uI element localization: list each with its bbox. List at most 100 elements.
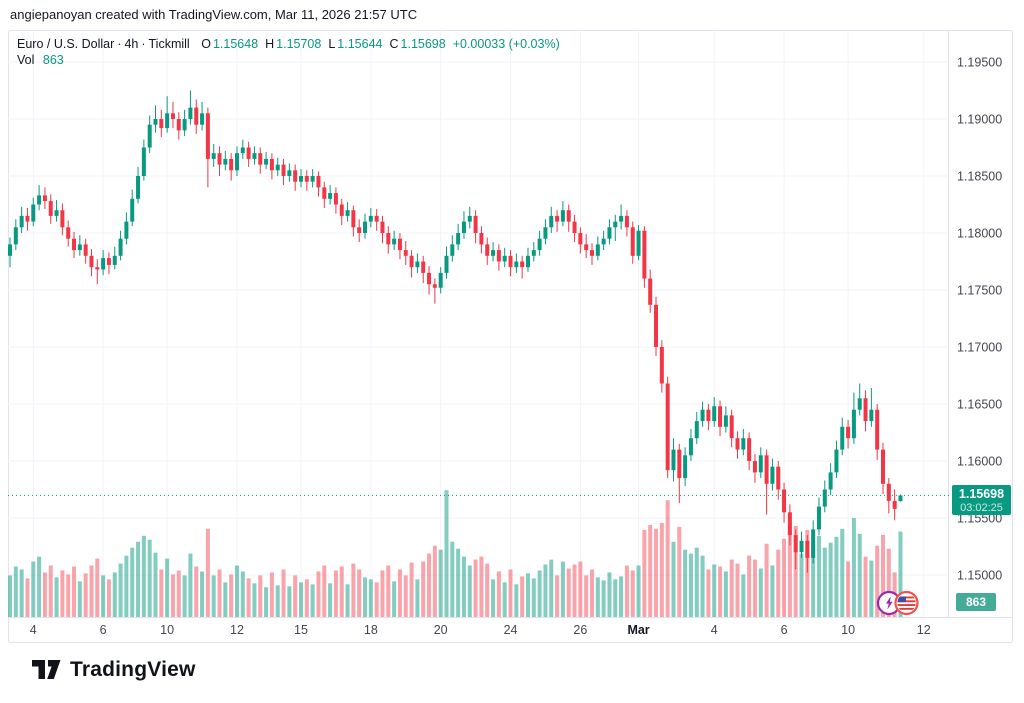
candle — [654, 296, 659, 357]
volume-bar — [438, 549, 443, 617]
volume-bar — [182, 575, 187, 617]
candle — [159, 109, 164, 138]
volume-bar — [811, 541, 816, 617]
volume-bar — [555, 575, 560, 617]
volume-bar — [578, 561, 583, 617]
volume-bar — [747, 555, 752, 617]
volume-bar — [165, 558, 170, 617]
candle — [747, 432, 752, 471]
volume-bar — [758, 568, 763, 617]
candle — [636, 225, 641, 261]
volume-bar — [898, 531, 903, 617]
volume-bar — [77, 581, 82, 617]
volume-bar — [473, 559, 478, 617]
candle — [630, 221, 635, 264]
candle — [438, 267, 443, 294]
volume-bar — [793, 525, 798, 617]
interval-label[interactable]: 4h — [124, 37, 139, 51]
price-axis-label: 1.16500 — [957, 398, 1002, 412]
volume-bar — [770, 565, 775, 617]
candle — [735, 431, 740, 459]
candle — [415, 253, 420, 273]
us-flag-event-icon[interactable] — [894, 590, 919, 616]
candle — [566, 204, 571, 232]
volume-bar — [252, 583, 257, 617]
volume-bar — [735, 563, 740, 617]
volume-bar — [723, 571, 728, 617]
candle — [659, 340, 664, 393]
volume-bar — [421, 561, 426, 617]
candle — [136, 166, 141, 204]
candle — [299, 169, 303, 188]
volume-bar — [712, 564, 717, 617]
volume-bar — [240, 571, 245, 617]
volume-bar — [863, 556, 868, 617]
volume-bar — [752, 559, 757, 617]
time-axis-label: 4 — [30, 623, 37, 637]
candle — [718, 400, 723, 436]
change-value: +0.00033 (+0.03%) — [452, 37, 560, 51]
candle — [293, 164, 298, 191]
candle — [892, 489, 897, 521]
candle — [706, 404, 711, 431]
candle — [281, 158, 286, 186]
volume-bar — [630, 570, 635, 617]
volume-bar — [363, 577, 368, 617]
volume-bar — [560, 561, 565, 617]
volume-bar — [217, 569, 222, 617]
volume-bar — [846, 561, 851, 617]
volume-bar — [619, 576, 624, 617]
ohlc-values: O 1.15648 H 1.15708 L 1.15644 C 1.15698 +0.00033… — [201, 37, 560, 51]
volume-bar — [176, 570, 181, 617]
broker-label: Tickmill — [148, 37, 190, 51]
volume-bar — [590, 569, 594, 617]
candle — [811, 520, 816, 564]
candle — [549, 206, 554, 233]
volume-bar — [467, 565, 472, 617]
time-scale[interactable]: 4 6 10 12 15 18 20 24 26 Mar 4 6 10 12 — [30, 623, 931, 637]
tradingview-logo[interactable]: TradingView — [32, 658, 196, 682]
candle — [444, 246, 449, 279]
candle — [752, 454, 757, 483]
candle — [176, 112, 181, 140]
volume-bar — [136, 541, 141, 617]
volume-bars — [8, 490, 903, 617]
candle — [427, 266, 432, 295]
volume-bar — [671, 541, 676, 617]
volume-bar — [37, 556, 42, 617]
candle — [607, 219, 612, 245]
price-scale[interactable]: 1.19500 1.19000 1.18500 1.18000 1.17500 1.170… — [957, 56, 1002, 583]
volume-bar — [787, 531, 792, 617]
volume-bar — [72, 566, 77, 617]
volume-bar — [659, 522, 664, 617]
price-axis-label: 1.18500 — [957, 170, 1002, 184]
volume-indicator-label[interactable]: Vol — [17, 53, 35, 67]
candle — [590, 243, 594, 265]
symbol-title[interactable]: Euro / U.S. Dollar — [17, 37, 115, 51]
flash-event-icon[interactable] — [876, 590, 902, 616]
candle — [613, 214, 618, 241]
candle — [595, 236, 600, 261]
volume-bar — [566, 568, 571, 617]
volume-bar — [432, 545, 437, 617]
us-flag-glyph — [897, 596, 916, 610]
time-axis-label: 24 — [504, 623, 518, 637]
volume-bar — [816, 535, 821, 617]
volume-bar — [857, 533, 862, 617]
volume-bar — [700, 555, 705, 617]
candle — [409, 250, 414, 278]
candle — [694, 411, 699, 444]
time-axis-label: 10 — [160, 623, 174, 637]
open-value: 1.15648 — [212, 37, 259, 51]
chart-legend: Euro / U.S. Dollar · 4h · Tickmill O 1.15648 H… — [17, 36, 562, 68]
volume-bar — [54, 577, 59, 617]
candle — [19, 206, 24, 233]
volume-bar — [368, 579, 373, 617]
candle — [508, 250, 513, 277]
volume-bar — [112, 572, 117, 617]
candle — [520, 255, 525, 279]
volume-badge-label: 863 — [966, 595, 986, 609]
volume-bar — [654, 528, 659, 617]
